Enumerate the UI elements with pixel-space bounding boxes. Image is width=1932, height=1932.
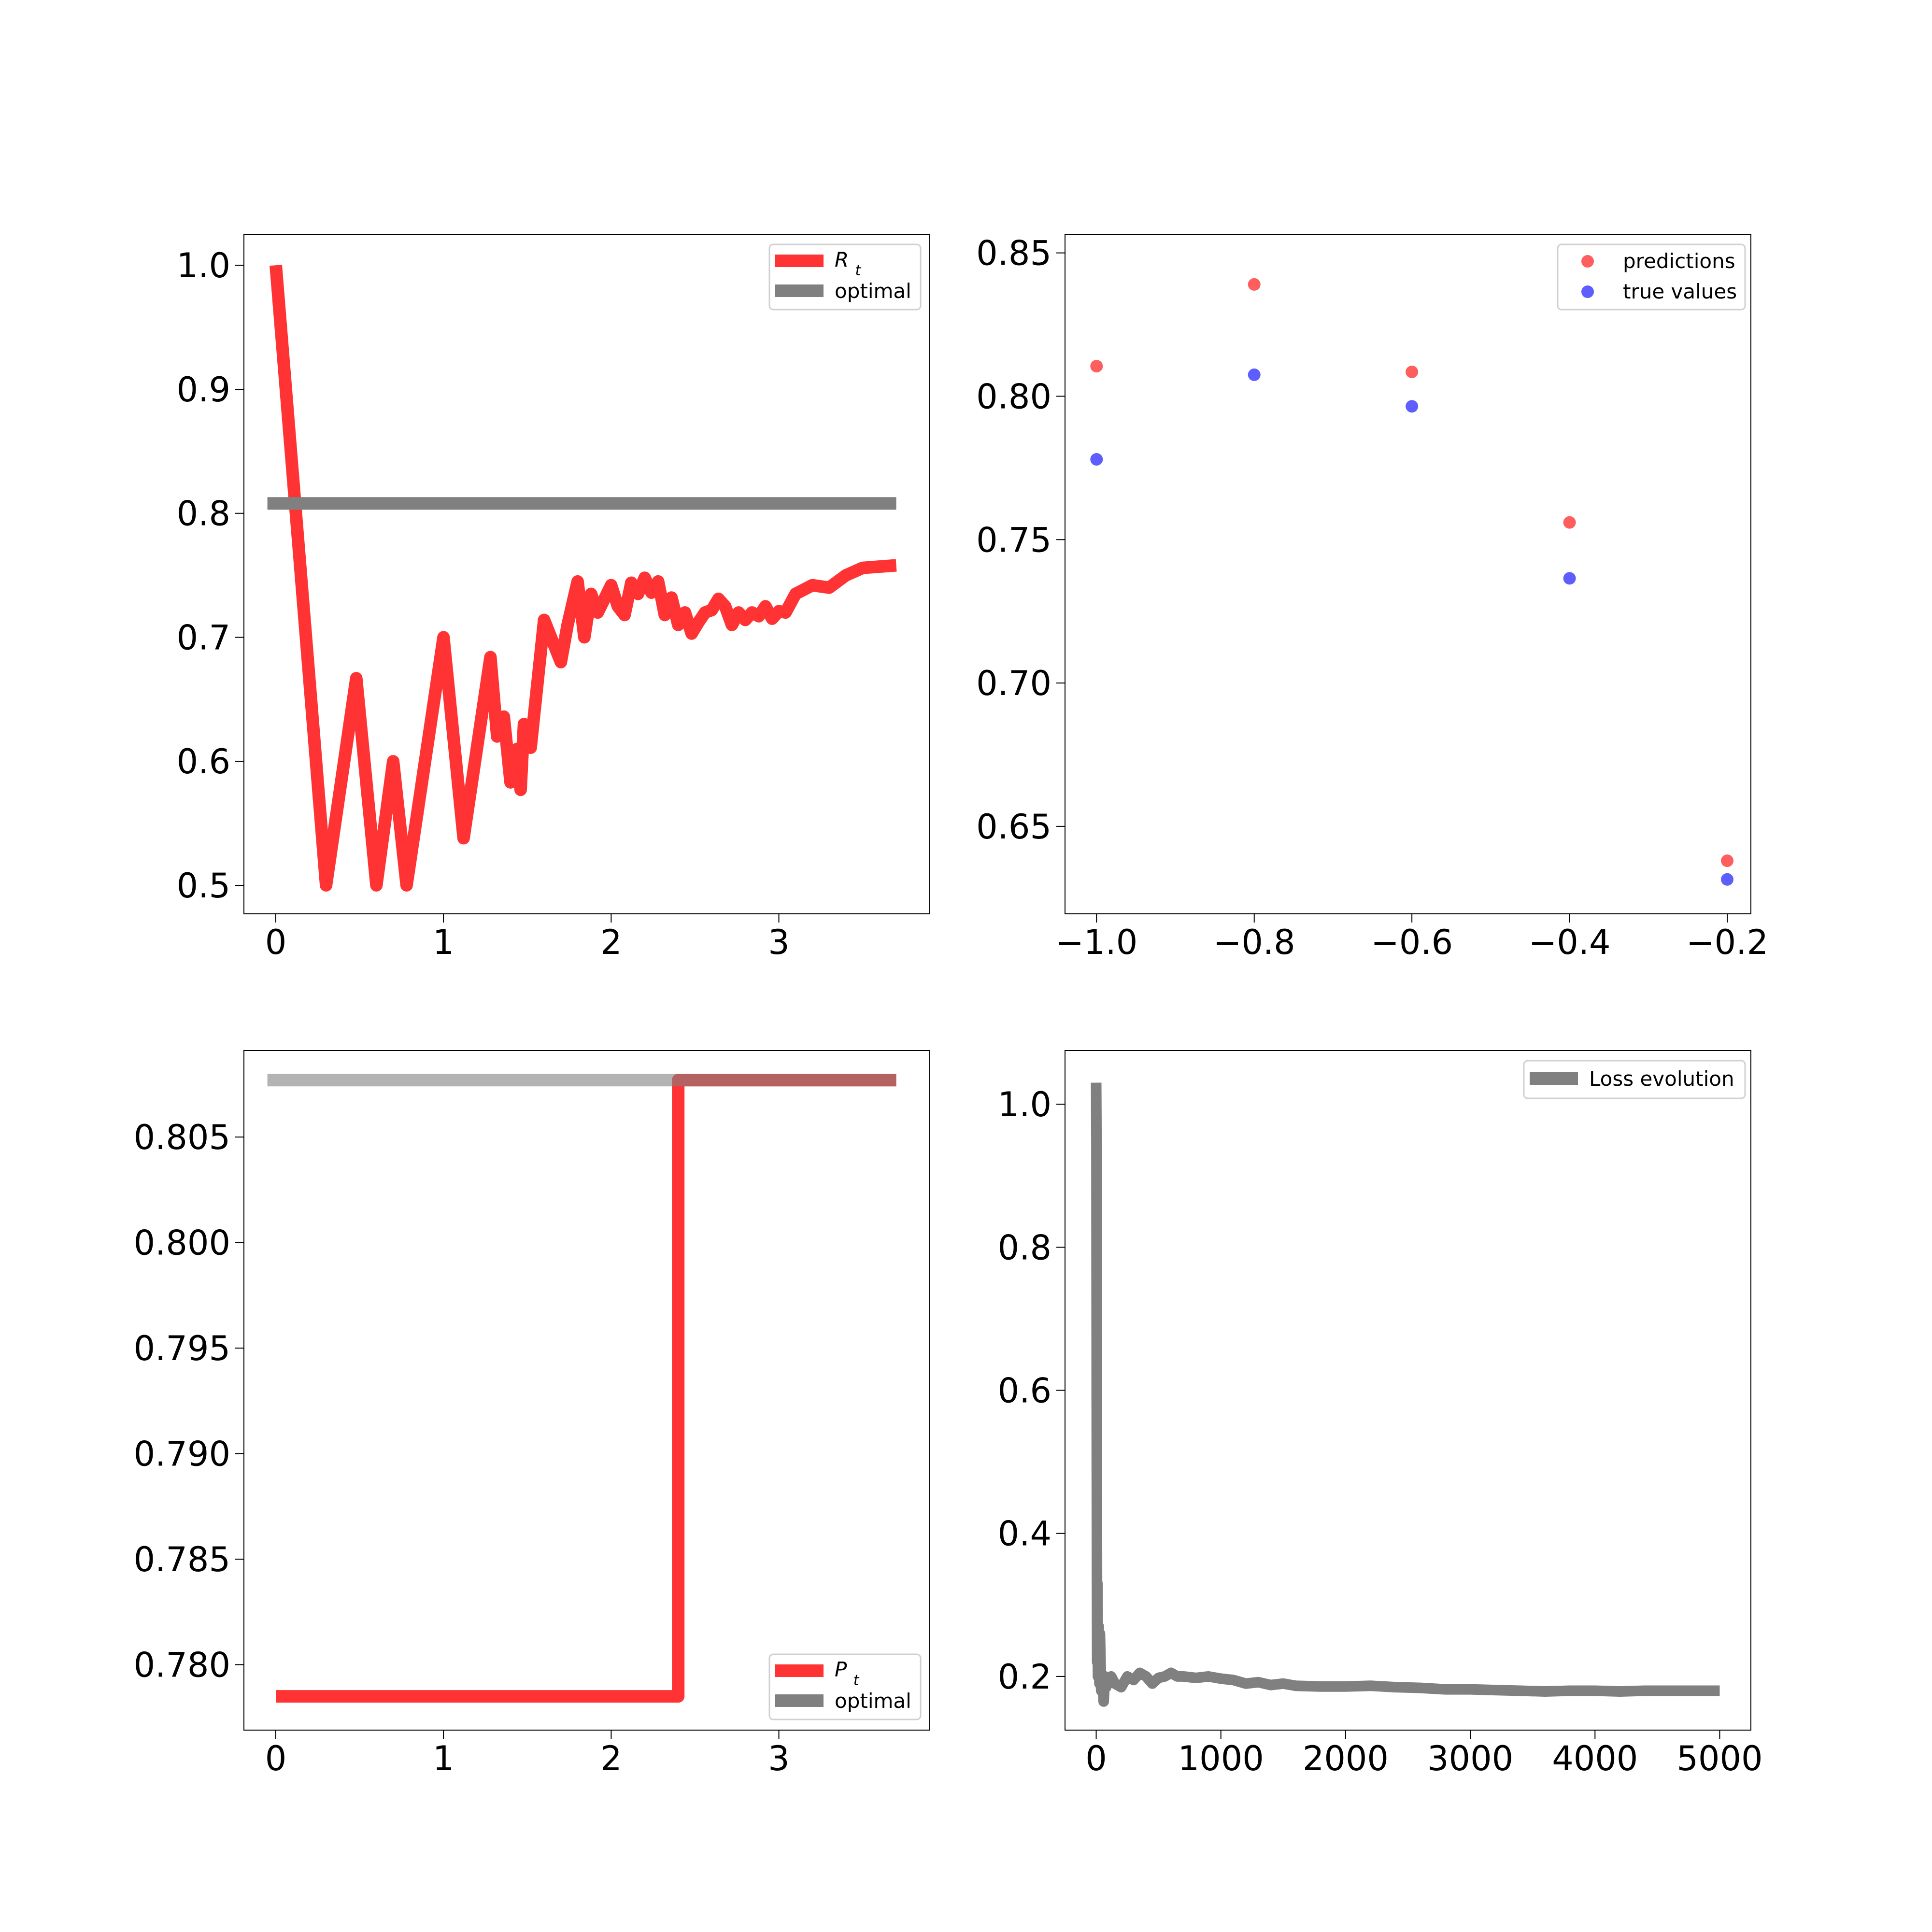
xtick-label-rt-1: 1	[433, 923, 455, 962]
xtick-label-loss-0: 0	[1085, 1739, 1107, 1778]
xtick-label-rt-0: 0	[265, 923, 287, 962]
line-rt-r-t	[270, 265, 897, 892]
ytick-label-pt-2: 0.790	[134, 1435, 230, 1474]
axes-frame-pred	[1065, 234, 1751, 914]
legend-rt-label-main: R	[835, 248, 849, 271]
point-predictions-4	[1721, 854, 1734, 867]
ytick-label-pt-5: 0.805	[134, 1118, 230, 1157]
ytick-label-pred-1: 0.70	[976, 664, 1051, 703]
legend-pt-label: P t	[835, 1658, 860, 1689]
point-true-values-3	[1563, 572, 1576, 585]
point-predictions-0	[1090, 360, 1103, 373]
xtick-label-loss-4: 4000	[1552, 1739, 1638, 1778]
xtick-label-pred-0: −1.0	[1055, 923, 1137, 962]
legend-loss-label: Loss evolution	[1589, 1067, 1734, 1091]
legend-pred-swatch	[1581, 255, 1594, 268]
xtick-label-rt-2: 2	[600, 923, 622, 962]
chart-rt: 0 1 2 3 0.5 0.6 0.7 0.8 0.9 1.0	[177, 234, 930, 962]
legend-rt-optimal-label: optimal	[835, 279, 911, 303]
ytick-label-rt-5: 1.0	[177, 246, 230, 285]
chart-loss: 0 1000 2000 3000 4000 5000 0.2 0.4 0.6 0.8 1.0	[998, 1050, 1763, 1778]
xtick-label-loss-5: 5000	[1676, 1739, 1762, 1778]
legend-pt-label-main-subscript: t	[853, 1672, 860, 1689]
ytick-label-loss-3: 0.8	[998, 1228, 1051, 1267]
ytick-label-rt-4: 0.9	[177, 370, 230, 410]
ytick-label-rt-1: 0.6	[177, 742, 230, 781]
legend-true-label: true values	[1623, 280, 1737, 303]
point-true-values-0	[1090, 453, 1103, 466]
ytick-label-pt-1: 0.785	[134, 1540, 230, 1579]
ytick-label-loss-2: 0.6	[998, 1371, 1051, 1411]
legend-pt-label-main: P	[835, 1658, 847, 1681]
legend-pred-label: predictions	[1623, 249, 1735, 273]
legend-true-swatch	[1581, 285, 1594, 298]
ytick-label-rt-2: 0.7	[177, 618, 230, 657]
xtick-label-pred-2: −0.6	[1371, 923, 1453, 962]
point-true-values-1	[1248, 368, 1261, 381]
point-predictions-2	[1406, 365, 1419, 378]
ytick-label-loss-0: 0.2	[998, 1657, 1051, 1697]
xtick-label-pred-3: −0.4	[1529, 923, 1611, 962]
ytick-label-rt-0: 0.5	[177, 866, 230, 906]
ytick-label-pt-3: 0.795	[134, 1329, 230, 1368]
point-predictions-3	[1563, 516, 1576, 529]
xtick-label-loss-2: 2000	[1303, 1739, 1389, 1778]
point-predictions-1	[1248, 278, 1261, 291]
chart-pred: −1.0 −0.8 −0.6 −0.4 −0.2 0.65 0.70 0.75 0.80 0.85	[976, 234, 1768, 962]
legend-loss: Loss evolution	[1523, 1060, 1746, 1099]
xtick-label-pt-2: 2	[600, 1739, 622, 1778]
line-loss-loss-evolution	[1091, 1082, 1720, 1707]
ytick-label-pt-0: 0.780	[134, 1646, 230, 1685]
ytick-label-pt-4: 0.800	[134, 1223, 230, 1263]
point-true-values-2	[1406, 400, 1419, 413]
ytick-label-loss-4: 1.0	[998, 1085, 1051, 1124]
legend-rt-label-main-subscript: t	[855, 262, 862, 279]
axes-frame-rt	[243, 234, 930, 914]
axes-frame-pt	[243, 1050, 930, 1731]
legend-pt-optimal-label: optimal	[835, 1689, 911, 1713]
xtick-label-rt-3: 3	[768, 923, 790, 962]
ytick-label-loss-1: 0.4	[998, 1514, 1051, 1554]
legend-rt: R t optimal	[768, 243, 922, 311]
xtick-label-loss-3: 3000	[1427, 1739, 1513, 1778]
ytick-label-pred-3: 0.80	[976, 377, 1051, 416]
xtick-label-loss-1: 1000	[1178, 1739, 1264, 1778]
legend-pred: predictions true values	[1557, 243, 1746, 311]
ytick-label-pred-0: 0.65	[976, 807, 1051, 847]
ytick-label-rt-3: 0.8	[177, 494, 230, 534]
point-true-values-4	[1721, 873, 1734, 886]
ytick-label-pred-4: 0.85	[976, 234, 1051, 273]
xtick-label-pt-0: 0	[265, 1739, 287, 1778]
xtick-label-pred-1: −0.8	[1213, 923, 1295, 962]
xtick-label-pred-4: −0.2	[1686, 923, 1768, 962]
legend-rt-label: R t	[835, 248, 862, 279]
chart-pt: 0 1 2 3 0.780 0.785 0.790 0.795 0.800 0.805	[134, 1050, 930, 1778]
xtick-label-pt-3: 3	[768, 1739, 790, 1778]
ytick-label-pred-2: 0.75	[976, 520, 1051, 560]
legend-pt: P t optimal	[768, 1653, 922, 1720]
xtick-label-pt-1: 1	[433, 1739, 455, 1778]
